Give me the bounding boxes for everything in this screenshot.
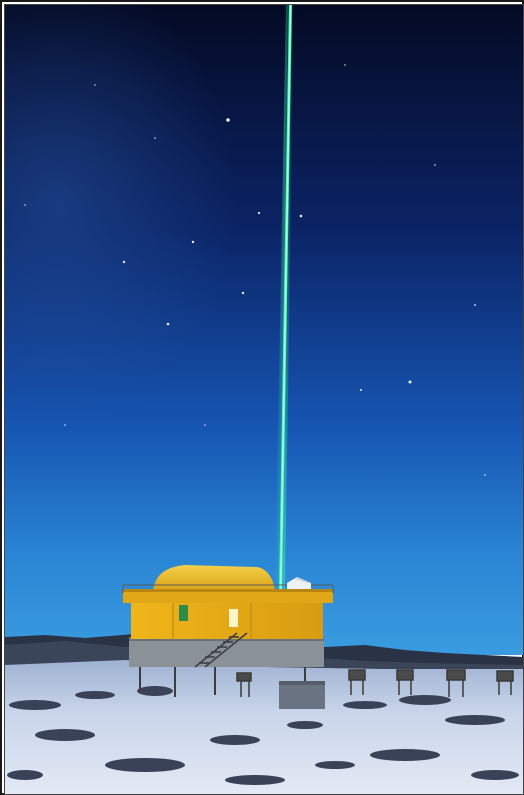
star [226,118,230,122]
star [299,214,303,218]
photo-scene [5,5,523,794]
star [257,211,261,215]
star [154,137,156,139]
star [122,260,126,264]
star [360,389,362,391]
snow-rocks [7,686,519,785]
stars [24,64,486,476]
star [24,204,26,206]
star [434,164,436,166]
star [484,474,486,476]
star [474,304,476,306]
aurora-haze [5,5,523,655]
star [204,424,206,426]
night-sky-photo [4,4,524,795]
star [166,322,170,326]
star [94,84,96,86]
star [64,424,66,426]
star [344,64,346,66]
observatory-building [122,565,334,709]
stilt-structures [236,669,514,697]
star [241,291,245,295]
snow-ground [5,660,523,794]
star [191,240,195,244]
laser-beam [275,5,294,590]
star [408,380,412,384]
